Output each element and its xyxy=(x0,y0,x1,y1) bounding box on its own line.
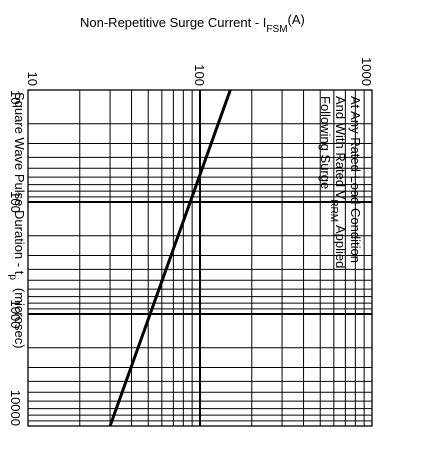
current-tick-label: 10 xyxy=(25,72,40,86)
duration-tick-label: 100 xyxy=(8,191,23,213)
title-main: Non-Repetitive Surge Current - I xyxy=(80,15,266,30)
duration-tick-label: 1000 xyxy=(8,300,23,329)
surge-current-line xyxy=(108,89,232,427)
duration-tick-label: 10000 xyxy=(8,390,23,426)
duration-tick-label: 10 xyxy=(8,90,23,104)
annotation-line-rest: Applied xyxy=(333,222,348,268)
annotation-line: Following Surge xyxy=(318,96,333,189)
current-tick-label: 100 xyxy=(192,64,207,86)
tick-labels: 10 100 1000 10000 10 100 1000 xyxy=(8,57,374,426)
duration-label-unit: (microsec) xyxy=(12,288,27,349)
rotated-plot: 10 100 1000 10000 10 100 1000 At Any Rated Loa… xyxy=(7,57,374,427)
current-tick-label: 1000 xyxy=(359,57,374,86)
series-layer xyxy=(108,89,232,427)
duration-axis-label: Square Wave Pulse Duration - tp (microsec… xyxy=(7,92,27,349)
annotation-line: At Any Rated Load Condition xyxy=(348,96,363,263)
duration-label-subscript: p xyxy=(7,274,18,280)
title-unit: (A) xyxy=(288,12,305,27)
duration-label-main: Square Wave Pulse Duration - t xyxy=(12,92,27,275)
grid xyxy=(28,90,372,426)
annotation-subscript: RRM xyxy=(328,199,339,222)
annotation-line: And With Rated V xyxy=(333,96,348,200)
chart-title: Non-Repetitive Surge Current - IFSM(A) xyxy=(80,12,305,35)
title-subscript: FSM xyxy=(266,24,287,35)
plot-frame xyxy=(27,89,373,427)
condition-annotation: At Any Rated Load ConditionAnd With Rate… xyxy=(318,96,363,268)
